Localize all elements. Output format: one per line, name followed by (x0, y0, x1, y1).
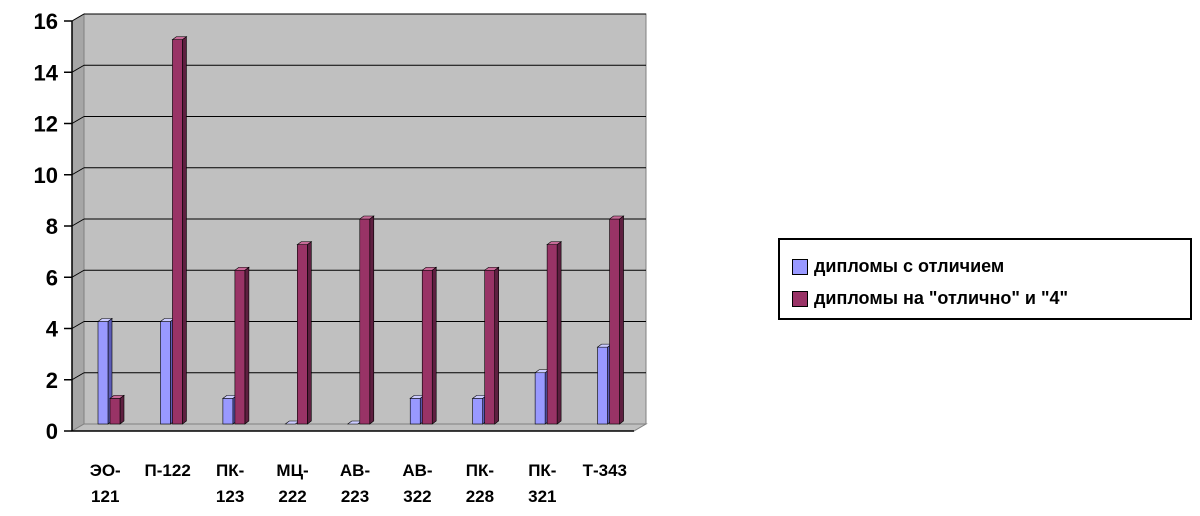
bar-series-2-top (109, 395, 125, 399)
bar-series-2 (172, 39, 183, 425)
x-category-label: ПК- (466, 461, 494, 480)
bar-series-2-top (546, 241, 563, 245)
bar-series-2-side (494, 266, 499, 425)
bar-series-1 (409, 398, 421, 425)
bar-chart: 0 2 4 6 8 10 12 14 16 ЭО- 121 П-122 ПК- 123 МЦ- 222 АВ- 2… (34, 9, 648, 506)
bar-series-2-top (233, 266, 250, 271)
gridline-side (71, 64, 85, 73)
x-category-label: 223 (341, 487, 369, 506)
y-tick-label: 2 (46, 368, 58, 393)
bar-series-2-side (307, 241, 312, 425)
legend-swatch-series-1 (792, 258, 808, 275)
bar-series-2-side (244, 266, 250, 425)
gridline-side (71, 116, 85, 124)
x-category-label: ПК- (528, 461, 556, 480)
y-tick-label: 4 (46, 317, 59, 342)
bar-series-2-side (556, 241, 562, 425)
bar-series-1-top (97, 318, 113, 322)
x-category-label: П-122 (145, 461, 191, 480)
legend-swatch-series-2 (792, 290, 808, 307)
bar-series-2 (359, 218, 371, 425)
bar-series-2-side (119, 394, 125, 425)
chart-legend: дипломы с отличием дипломы на "отлично" … (778, 238, 1192, 320)
x-category-label: 121 (91, 487, 119, 506)
y-tick-label: 8 (46, 214, 58, 239)
bar-series-2-side (182, 36, 187, 425)
bar-series-2 (421, 269, 433, 425)
bar-series-1 (97, 321, 109, 425)
bar-series-2 (609, 218, 620, 425)
y-tick-label: 0 (46, 419, 58, 444)
x-category-label: 222 (278, 487, 306, 506)
gridline-side (71, 269, 85, 278)
x-category-label: 228 (466, 487, 494, 506)
y-tick-label: 14 (34, 60, 59, 85)
bar-series-2-side (369, 215, 375, 425)
bar-series-2-top (421, 266, 438, 271)
bar-series-2-side (619, 215, 624, 425)
bar-series-2-top (483, 266, 500, 271)
gridline-side (71, 13, 85, 22)
bar-series-1 (222, 398, 234, 425)
bar-series-2-side (431, 266, 437, 425)
y-tick-label: 10 (34, 163, 58, 188)
x-category-label: Т-343 (583, 461, 627, 480)
bar-series-2-top (358, 215, 375, 220)
gridline-side (71, 167, 85, 176)
x-category-label: АВ- (340, 461, 370, 480)
y-tick-label: 6 (46, 265, 58, 290)
bar-series-1 (534, 372, 546, 425)
bar-series-2 (546, 244, 558, 425)
bar-series-2-top (171, 36, 188, 40)
bar-series-1 (472, 398, 483, 425)
bar-series-1 (160, 321, 171, 425)
x-category-label: ПК- (216, 461, 244, 480)
x-category-label: 322 (403, 487, 431, 506)
x-category-label: МЦ- (276, 461, 308, 480)
legend-item-good-diplomas: дипломы на "отлично" и "4" (792, 288, 1068, 309)
y-tick-label: 16 (34, 9, 58, 34)
bar-series-2 (109, 398, 121, 425)
y-tick-label: 12 (34, 112, 58, 137)
x-category-label: 321 (528, 487, 556, 506)
x-category-label: ЭО- (90, 461, 121, 480)
bar-series-2 (234, 269, 246, 425)
x-category-label: 123 (216, 487, 244, 506)
bar-series-2-top (608, 215, 625, 220)
bar-series-2-top (296, 241, 313, 245)
bar-series-2 (484, 269, 495, 425)
gridline-side (71, 218, 85, 227)
x-category-label: АВ- (402, 461, 432, 480)
gridline-side (71, 372, 85, 381)
legend-label-series-2: дипломы на "отлично" и "4" (814, 288, 1069, 308)
chart-floor (70, 423, 648, 432)
bar-series-1 (597, 346, 608, 425)
legend-item-excellent-diplomas: дипломы с отличием (792, 256, 1004, 277)
legend-label-series-1: дипломы с отличием (814, 256, 1005, 276)
bar-series-2 (297, 244, 308, 425)
gridline-side (71, 321, 85, 329)
